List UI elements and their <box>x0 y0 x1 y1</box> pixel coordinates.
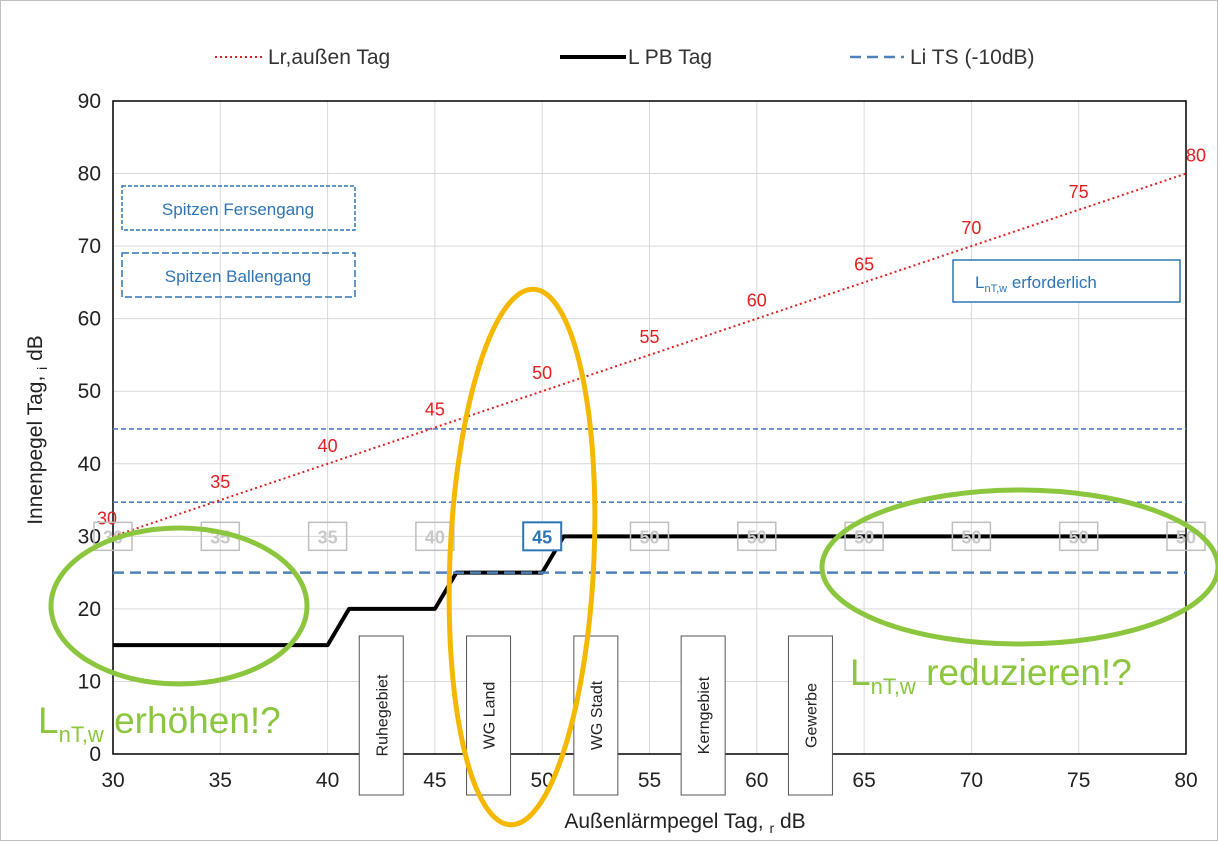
annotation-spitzen-fersengang-text: Spitzen Fersengang <box>162 200 314 219</box>
y-tick-label: 20 <box>78 598 101 621</box>
point-label: 30 <box>97 508 117 528</box>
step-value-label: 45 <box>532 527 552 547</box>
zone-label: Kerngebiet <box>696 676 713 754</box>
legend: Lr,außen Tag L PB Tag Li TS (-10dB) <box>215 46 1035 69</box>
x-tick-label: 65 <box>852 769 875 792</box>
annotation-spitzen-ballengang-text: Spitzen Ballengang <box>165 267 312 286</box>
zone-label: WG Land <box>482 682 499 750</box>
point-label: 75 <box>1069 182 1089 202</box>
point-label: 35 <box>210 472 230 492</box>
zone-box <box>358 635 404 796</box>
highlight-ellipse-green-right <box>819 487 1218 647</box>
zone-label: WG Stadt <box>589 680 606 750</box>
legend-label-lr-aussen: Lr,außen Tag <box>268 46 390 69</box>
y-tick-label: 10 <box>78 670 101 693</box>
point-label: 80 <box>1186 146 1206 166</box>
zone-box <box>466 635 512 796</box>
grid <box>112 100 1187 755</box>
y-tick-label: 90 <box>78 90 101 113</box>
reference-lines <box>113 428 1186 504</box>
x-tick-label: 75 <box>1067 769 1090 792</box>
step-value-label: 50 <box>961 527 981 547</box>
x-tick-label: 55 <box>638 769 661 792</box>
legend-label-li-ts: Li TS (-10dB) <box>910 46 1035 69</box>
point-label: 70 <box>961 218 981 238</box>
legend-item-l-pb: L PB Tag <box>560 46 712 69</box>
annotation-lntw-reduzieren: LnT,w reduzieren!? <box>850 652 1132 699</box>
step-value-box <box>737 521 777 552</box>
annotation-lntw-erhoehen: LnT,w erhöhen!? <box>38 700 281 747</box>
plot-border <box>112 100 1187 755</box>
annotation-lntw-erforderlich: LnT,w erforderlich <box>952 259 1181 303</box>
zone-box <box>573 635 619 796</box>
annotation-lntw-erforderlich-text: LnT,w erforderlich <box>975 273 1097 295</box>
y-tick-label: 30 <box>78 525 101 548</box>
x-tick-label: 30 <box>101 769 124 792</box>
y-tick-label: 40 <box>78 453 101 476</box>
y-axis-title: Innenpegel Tag, i dB <box>24 335 50 525</box>
step-value-label: 50 <box>1176 527 1196 547</box>
zone-label: Ruhegebiet <box>374 674 391 756</box>
step-value-box <box>951 521 992 552</box>
step-value-box <box>93 521 133 552</box>
x-tick-label: 70 <box>960 769 983 792</box>
y-tick-label: 70 <box>78 235 101 258</box>
zone-box <box>680 635 726 796</box>
x-tick-label: 45 <box>423 769 446 792</box>
step-value-box <box>522 521 563 552</box>
x-axis-ticks: 30 35 40 45 50 55 60 65 70 75 80 <box>101 769 1197 792</box>
annotation-spitzen-fersengang: Spitzen Fersengang <box>121 185 356 231</box>
x-tick-label: 80 <box>1174 769 1197 792</box>
step-value-label: 50 <box>1069 527 1089 547</box>
step-value-box <box>307 521 348 552</box>
step-value-box <box>629 521 670 552</box>
point-label: 50 <box>532 363 552 383</box>
y-tick-label: 50 <box>78 380 101 403</box>
x-tick-label: 60 <box>745 769 768 792</box>
step-value-box <box>1058 521 1099 552</box>
point-labels: 30 35 40 45 50 55 60 65 70 75 80 <box>97 146 1206 529</box>
y-tick-label: 0 <box>89 743 101 766</box>
step-value-label: 50 <box>639 527 659 547</box>
point-label: 40 <box>318 436 338 456</box>
step-value-box <box>415 521 455 552</box>
point-label: 60 <box>747 291 767 311</box>
highlight-ellipse-green-left <box>48 525 310 687</box>
y-tick-label: 80 <box>78 163 101 186</box>
zone-labels: Ruhegebiet WG Land WG Stadt Kerngebiet Gewer… <box>358 635 833 796</box>
series-line-0 <box>112 172 1187 538</box>
step-value-label: 50 <box>747 527 767 547</box>
step-value-label: 50 <box>854 527 874 547</box>
zone-box <box>787 635 833 796</box>
legend-label-l-pb: L PB Tag <box>628 46 712 69</box>
legend-item-lr-aussen: Lr,außen Tag <box>215 46 390 69</box>
highlight-ellipse-orange <box>446 286 598 828</box>
step-value-label: 35 <box>318 527 338 547</box>
zone-label: Gewerbe <box>803 683 820 748</box>
step-value-box <box>844 521 884 552</box>
x-tick-label: 40 <box>316 769 339 792</box>
y-axis-ticks: 0 10 20 30 40 50 60 70 80 90 <box>78 90 101 766</box>
point-label: 45 <box>425 400 445 420</box>
x-tick-label: 35 <box>209 769 232 792</box>
legend-item-li-ts: Li TS (-10dB) <box>850 46 1035 69</box>
point-label: 55 <box>639 327 659 347</box>
annotation-spitzen-ballengang: Spitzen Ballengang <box>121 252 356 298</box>
y-tick-label: 60 <box>78 308 101 331</box>
step-value-label: 40 <box>425 527 445 547</box>
point-label: 65 <box>854 254 874 274</box>
x-axis-title: Außenlärmpegel Tag, r dB <box>564 810 805 836</box>
